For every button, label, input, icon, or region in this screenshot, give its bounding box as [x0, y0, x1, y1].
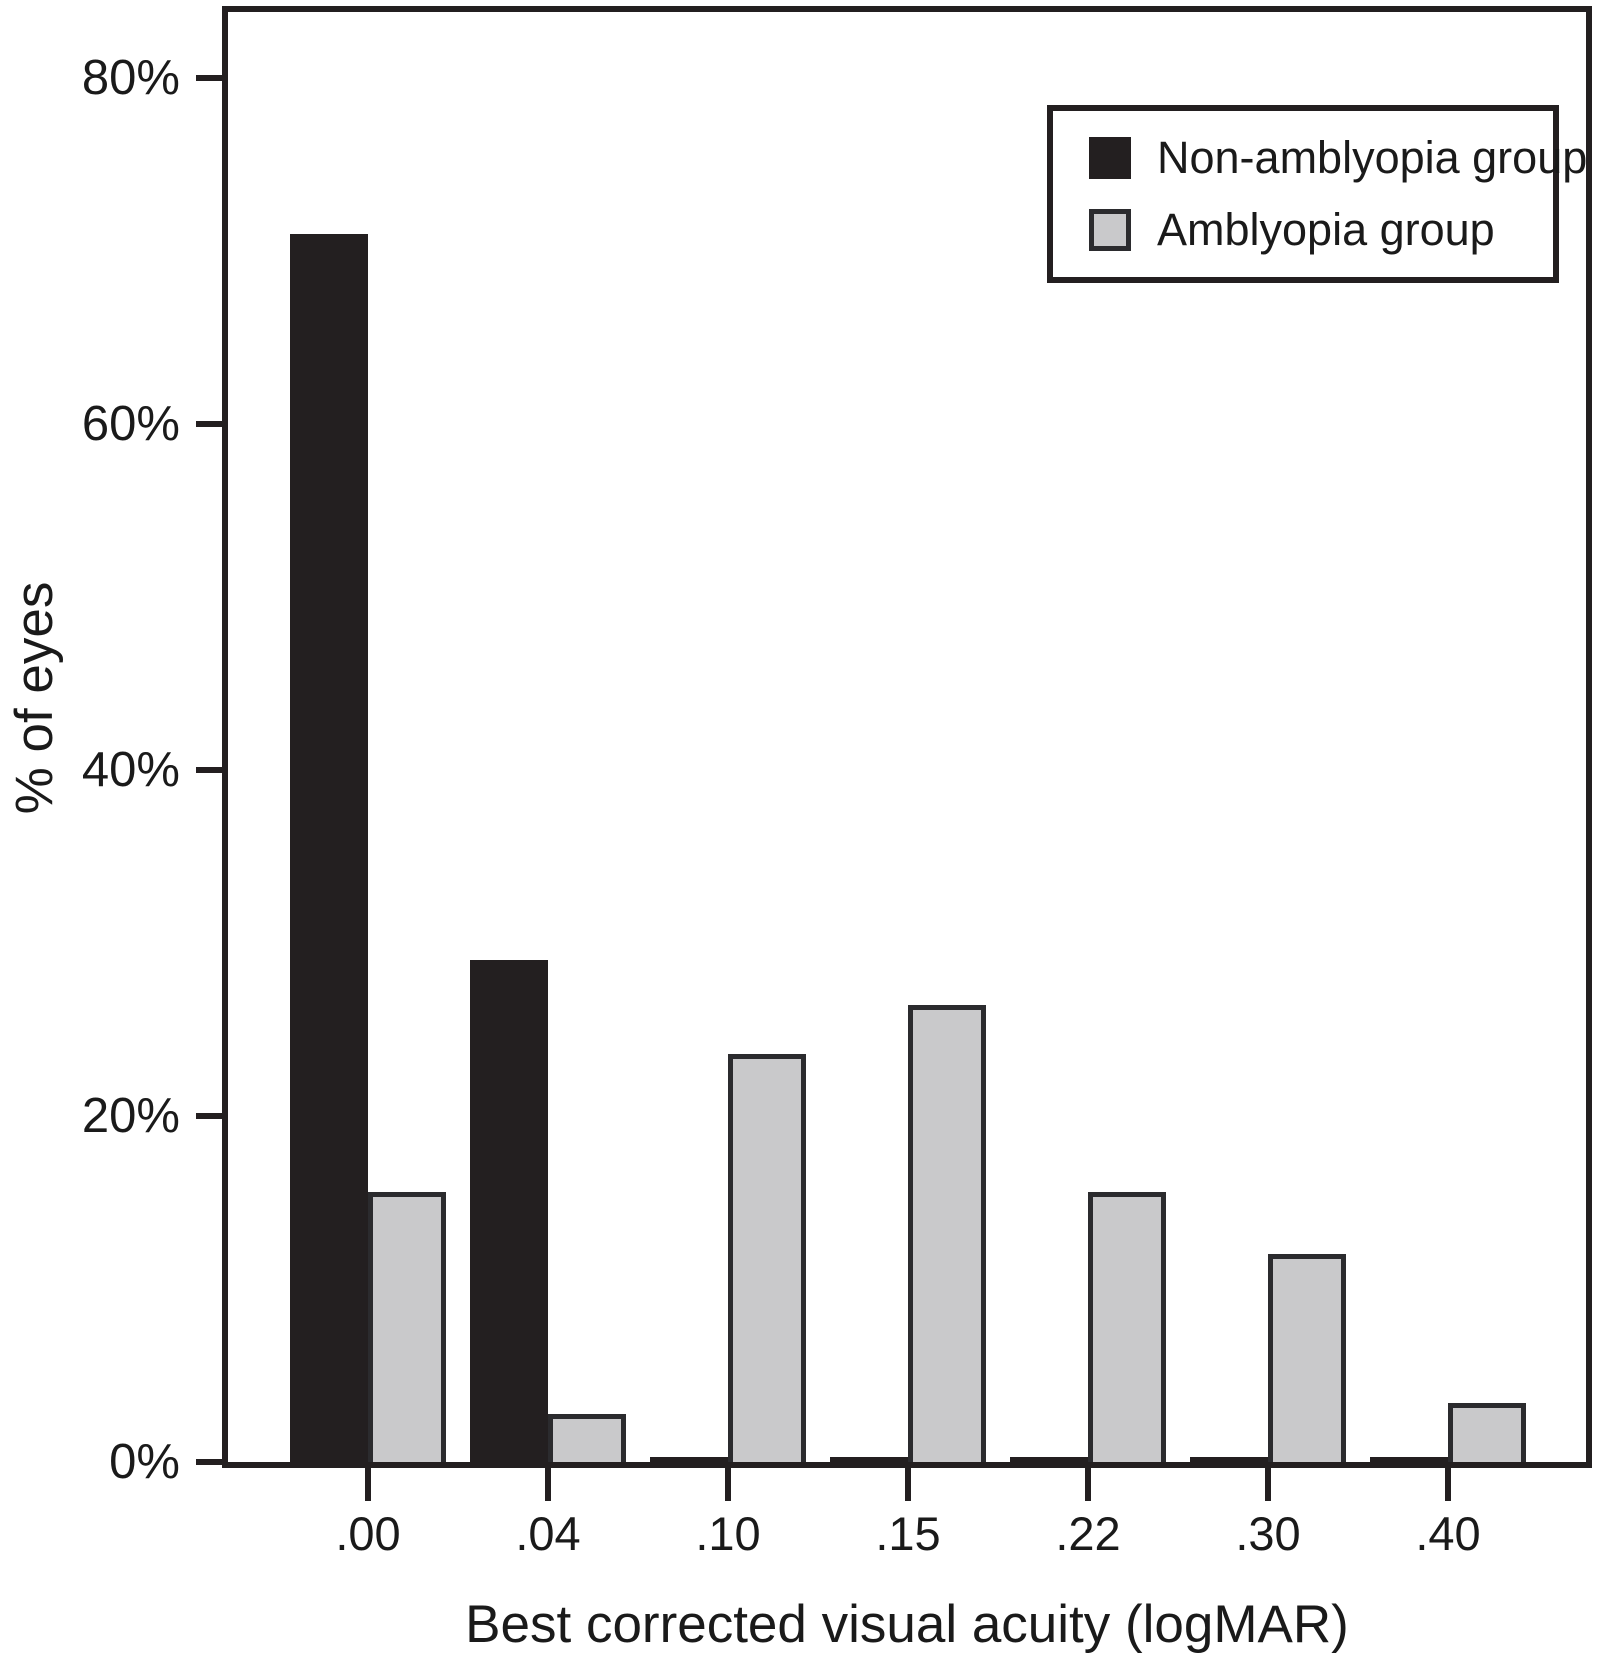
x-tick-label: .04	[515, 1507, 581, 1560]
bar-non-amblyopia	[1370, 1457, 1448, 1462]
y-tick-mark	[196, 1459, 222, 1465]
x-tick-mark	[1265, 1468, 1271, 1501]
legend: Non-amblyopia group Amblyopia group	[1047, 105, 1587, 283]
bar-amblyopia	[368, 1192, 446, 1462]
x-tick-mark	[905, 1468, 911, 1501]
legend-label-amblyopia: Amblyopia group	[1157, 204, 1495, 256]
legend-label-non-amblyopia: Non-amblyopia group	[1157, 131, 1588, 183]
x-tick-mark	[545, 1468, 551, 1501]
y-axis-title: % of eyes	[5, 581, 64, 815]
bar-amblyopia	[1268, 1254, 1346, 1462]
y-tick-label: 60%	[81, 397, 180, 451]
bar-non-amblyopia	[650, 1457, 728, 1462]
legend-swatch-amblyopia	[1089, 209, 1131, 252]
legend-swatch-non-amblyopia	[1089, 136, 1131, 179]
x-tick-mark	[1085, 1468, 1091, 1501]
bar-amblyopia	[908, 1005, 986, 1462]
bar-amblyopia	[1448, 1403, 1526, 1462]
x-tick-mark	[365, 1468, 371, 1501]
y-tick-mark	[196, 75, 222, 81]
x-tick-label: .15	[875, 1507, 941, 1560]
x-tick-label: .40	[1415, 1507, 1481, 1560]
x-tick-mark	[1445, 1468, 1451, 1501]
bar-amblyopia	[1088, 1192, 1166, 1462]
y-tick-label: 0%	[109, 1435, 180, 1489]
y-tick-mark	[196, 421, 222, 427]
legend-item-non-amblyopia: Non-amblyopia group	[1089, 132, 1587, 184]
y-tick-label: 80%	[81, 51, 180, 105]
x-axis-title: Best corrected visual acuity (logMAR)	[465, 1595, 1349, 1654]
legend-item-amblyopia: Amblyopia group	[1089, 204, 1553, 256]
y-tick-mark	[196, 767, 222, 773]
bar-non-amblyopia	[470, 960, 548, 1462]
x-tick-label: .10	[695, 1507, 761, 1560]
y-tick-label: 20%	[81, 1089, 180, 1143]
y-tick-mark	[196, 1113, 222, 1119]
bar-non-amblyopia	[290, 234, 368, 1462]
bar-non-amblyopia	[1010, 1457, 1088, 1462]
x-tick-label: .30	[1235, 1507, 1301, 1560]
x-tick-label: .22	[1055, 1507, 1121, 1560]
bar-amblyopia	[548, 1414, 626, 1462]
x-tick-label: .00	[335, 1507, 401, 1560]
bar-non-amblyopia	[830, 1457, 908, 1462]
bar-non-amblyopia	[1190, 1457, 1268, 1462]
x-tick-mark	[725, 1468, 731, 1501]
bar-amblyopia	[728, 1054, 806, 1462]
y-tick-label: 40%	[81, 743, 180, 797]
